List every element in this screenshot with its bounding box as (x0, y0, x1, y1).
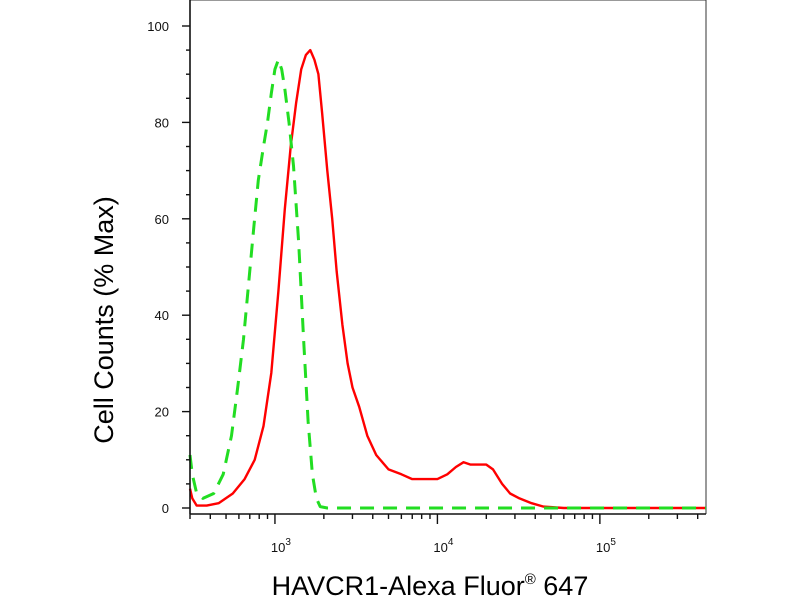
y-tick-label: 100 (147, 19, 169, 34)
x-tick-label: 104 (433, 537, 453, 555)
x-tick-label: 103 (271, 537, 291, 555)
series-layer (188, 48, 706, 510)
stained-sample-curve (188, 48, 706, 510)
plot-frame-border (190, 0, 707, 514)
axes-layer: 0 20 40 60 80 100 103 104 105 (147, 0, 706, 555)
x-tick-label: 105 (596, 537, 616, 555)
plot-frame (190, 0, 707, 514)
isotype-control-curve (188, 58, 706, 510)
y-tick-label: 80 (155, 115, 169, 130)
y-tick-label: 20 (155, 405, 169, 420)
x-axis-title-main: HAVCR1-Alexa Fluor (272, 571, 525, 600)
x-axis-title-superscript: ® (525, 571, 536, 588)
y-tick-label: 40 (155, 308, 169, 323)
labels-layer: Cell Counts (% Max) HAVCR1-Alexa Fluor® … (89, 196, 588, 600)
x-axis-title: HAVCR1-Alexa Fluor® 647 (272, 571, 589, 600)
y-tick-label: 0 (162, 501, 169, 516)
y-tick-label: 60 (155, 212, 169, 227)
x-axis-title-tail: 647 (536, 571, 589, 600)
y-axis-title: Cell Counts (% Max) (89, 196, 119, 444)
